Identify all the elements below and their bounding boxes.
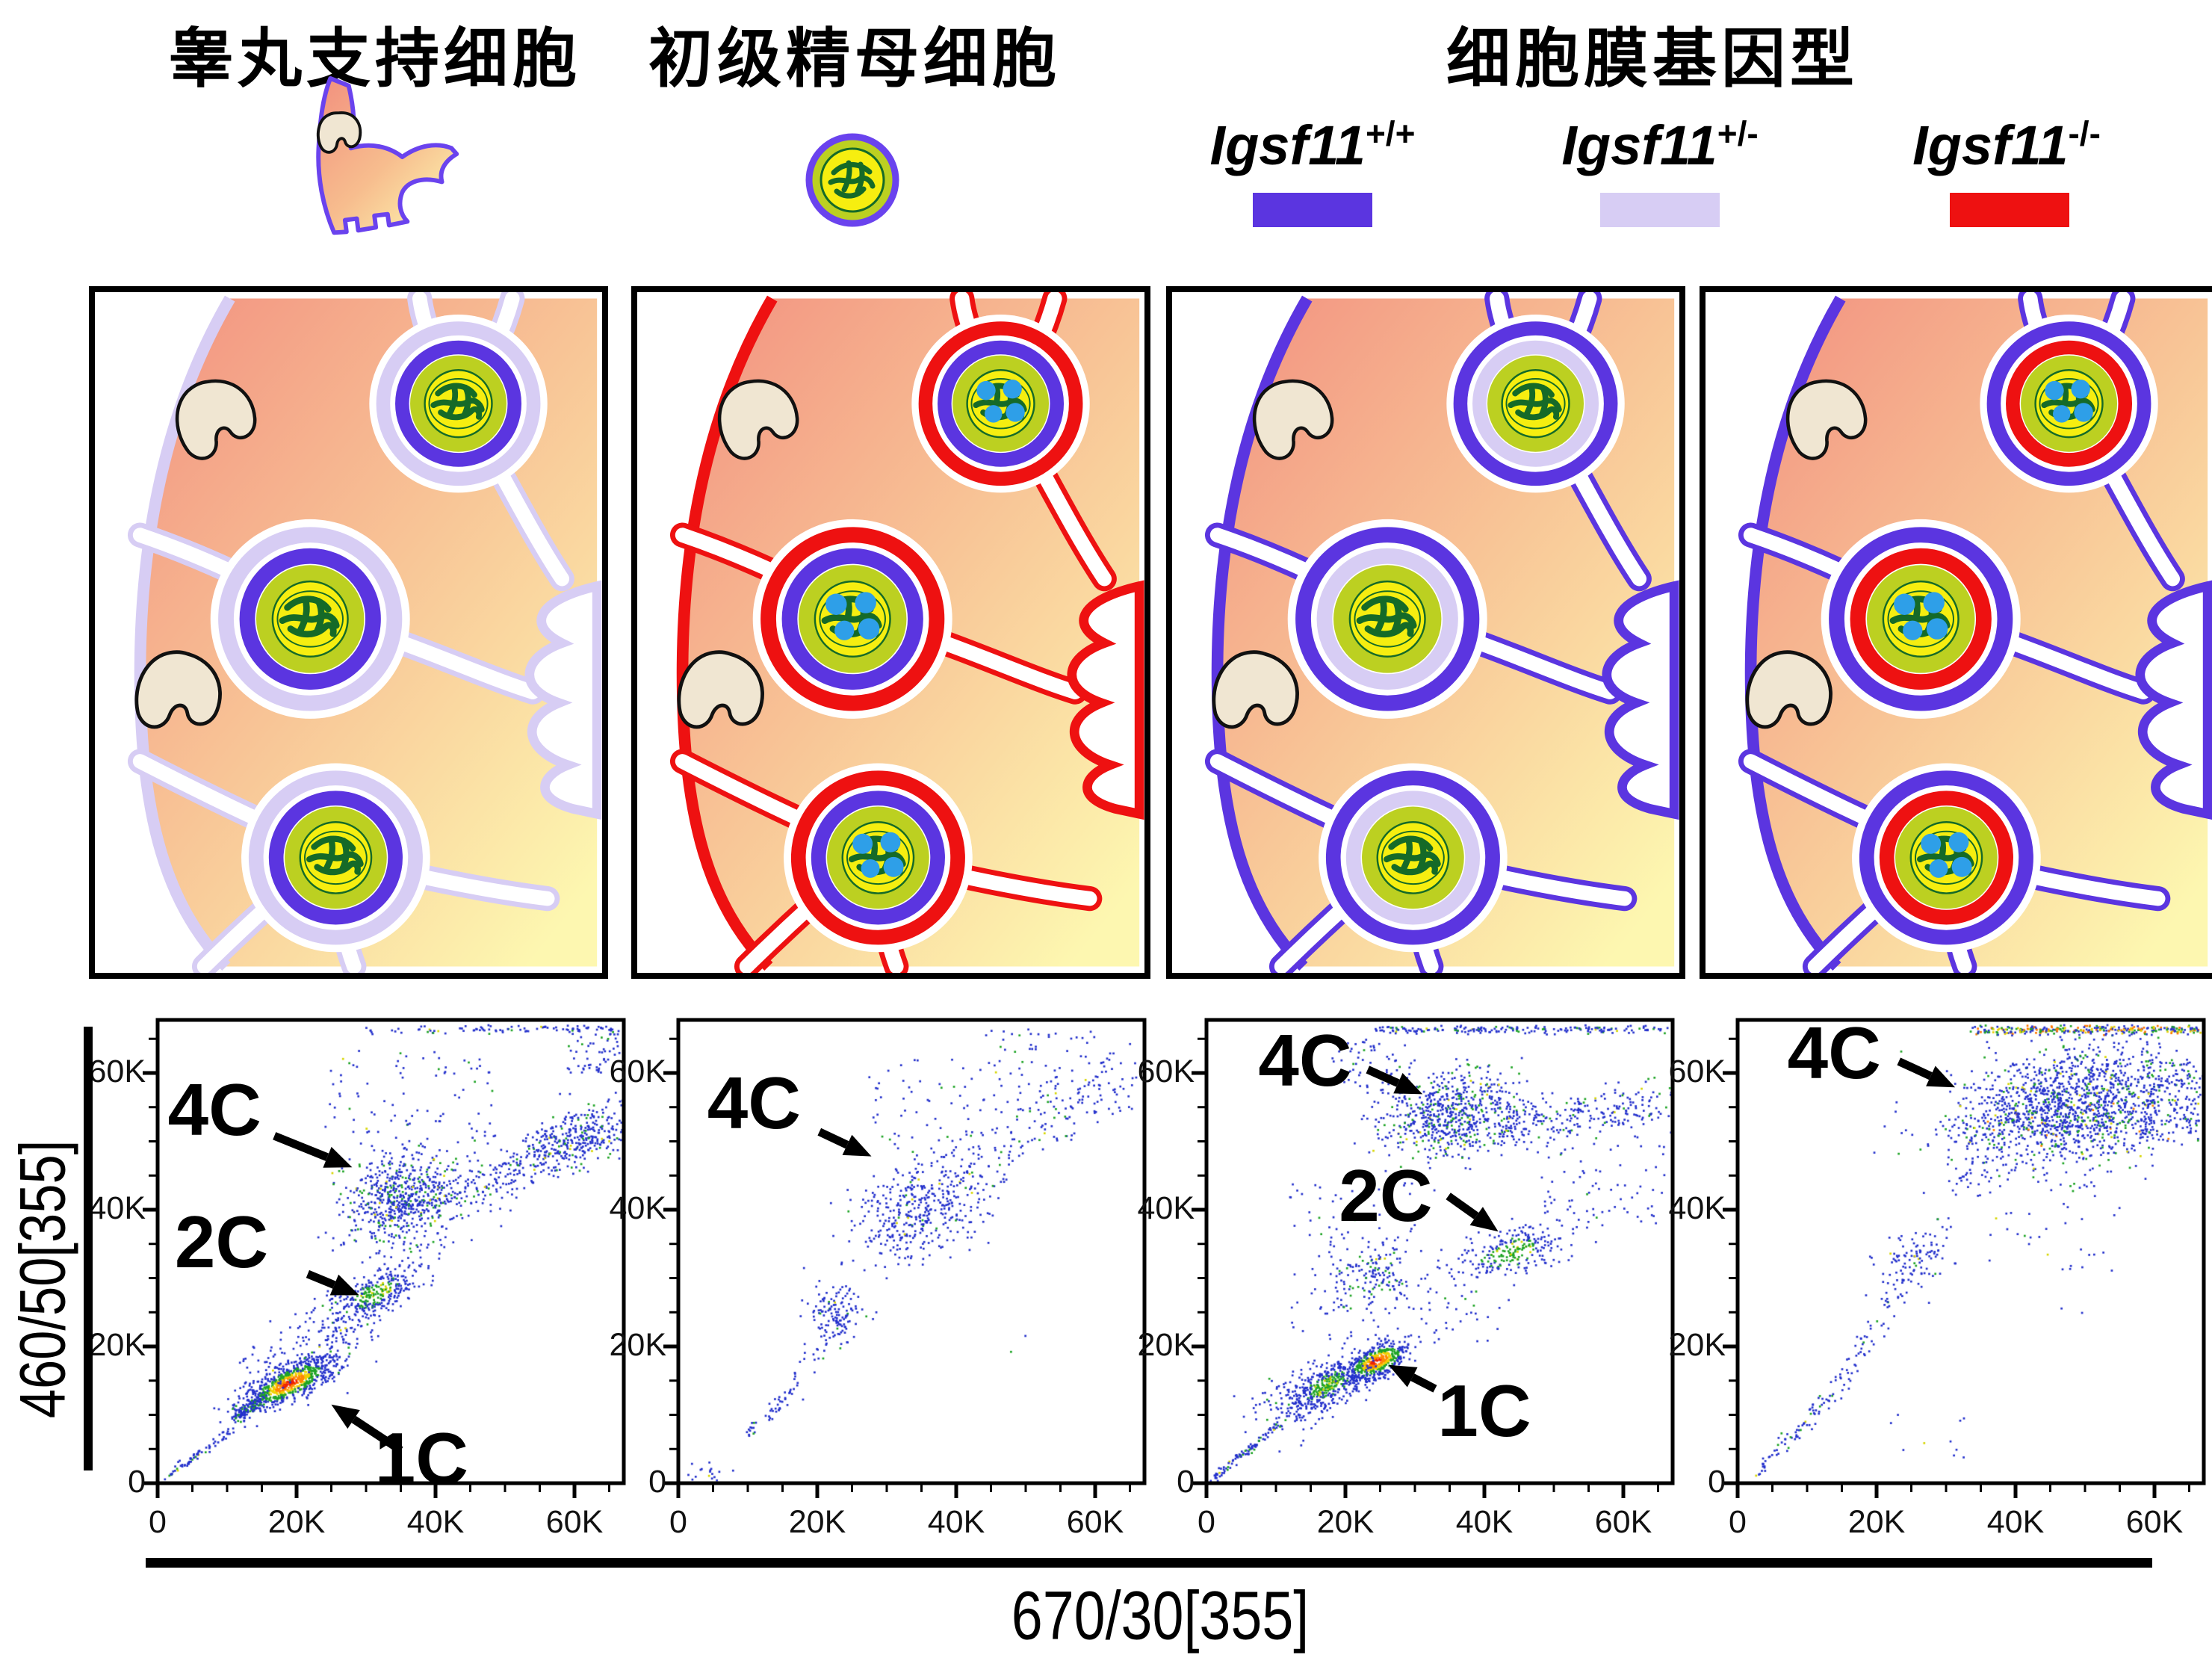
membrane-genotype-title: 细胞膜基因型 (1446, 23, 1859, 95)
plot-frame (1723, 1018, 2206, 1498)
spermatocyte (1287, 519, 1487, 719)
spermatocyte (369, 315, 548, 493)
x-tick-label: 0 (669, 1504, 687, 1540)
y-tick-label: 60K (1668, 1054, 1726, 1089)
x-axis-bar (146, 1558, 2152, 1568)
y-tick-label: 40K (88, 1190, 146, 1226)
sertoli-cell-icon (265, 75, 498, 244)
genotype-base: Igsf11 (1209, 114, 1366, 176)
genotype-sup: +/+ (1365, 114, 1416, 153)
y-axis-label: 460/50[355] (7, 1139, 79, 1419)
scatter-canvas (1738, 1020, 2204, 1483)
x-tick-label: 0 (1729, 1504, 1747, 1540)
genotype-sup: +/- (1717, 114, 1759, 153)
y-tick-label: 20K (1668, 1327, 1726, 1363)
x-tick-label: 0 (1198, 1504, 1215, 1540)
x-tick-label: 20K (1316, 1504, 1375, 1540)
y-tick-label: 20K (609, 1327, 666, 1363)
ploidy-annotation-4c: 4C (707, 1062, 801, 1145)
y-tick-label: 60K (1137, 1054, 1195, 1089)
y-tick-label: 0 (1177, 1464, 1195, 1500)
ploidy-annotation-4c: 4C (1258, 1018, 1352, 1101)
seminiferous-panel-2 (631, 286, 1150, 979)
seminiferous-panel-4 (1700, 286, 2212, 979)
x-tick-label: 40K (927, 1504, 985, 1540)
spermatocyte (1446, 315, 1625, 493)
spermatocyte (1821, 519, 2021, 719)
scatter-canvas (158, 1020, 624, 1483)
flow-plot-2: 0 0 20K 20K 40K 40K 60K 60K 4C (609, 1018, 1147, 1540)
primary-spermatocyte-title: 初级精母细胞 (648, 23, 1061, 95)
y-tick-label: 0 (128, 1464, 146, 1500)
y-tick-label: 0 (1708, 1464, 1726, 1500)
y-tick-label: 40K (1137, 1190, 1195, 1226)
genotype-label-het: Igsf11+/- (1561, 114, 1758, 177)
x-tick-label: 60K (2125, 1504, 2184, 1540)
ploidy-annotation-4c: 4C (1787, 1011, 1881, 1094)
ploidy-annotation-1c: 1C (1437, 1370, 1531, 1452)
spermatocyte (1852, 763, 2041, 953)
x-tick-label: 40K (1455, 1504, 1514, 1540)
x-axis-label: 670/30[355] (1011, 1577, 1310, 1654)
plot-frame (663, 1018, 1147, 1498)
y-tick-label: 60K (609, 1054, 666, 1089)
x-tick-label: 40K (1986, 1504, 2045, 1540)
y-tick-label: 20K (88, 1327, 146, 1363)
genotype-sup: -/- (2068, 114, 2101, 153)
plot-frame (143, 1018, 626, 1498)
ploidy-annotation-1c: 1C (374, 1417, 469, 1500)
sertoli-cell-title: 睾丸支持细胞 (169, 23, 581, 95)
spermatocyte (1319, 763, 1508, 953)
genotype-base: Igsf11 (1561, 114, 1717, 176)
x-tick-label: 0 (149, 1504, 167, 1540)
genotype-swatch-ko (1950, 193, 2069, 227)
y-tick-label: 60K (88, 1054, 146, 1089)
spermatocyte (210, 519, 410, 719)
spermatocyte (784, 763, 973, 953)
plot-frame (1192, 1018, 1675, 1498)
x-tick-label: 60K (1594, 1504, 1652, 1540)
x-tick-label: 20K (1847, 1504, 1906, 1540)
seminiferous-panel-3 (1166, 286, 1685, 979)
y-tick-label: 40K (609, 1190, 666, 1226)
spermatocyte-icon (804, 132, 901, 229)
scatter-canvas (678, 1020, 1144, 1483)
spermatocyte (241, 763, 430, 953)
spermatocyte (1980, 315, 2158, 493)
x-tick-label: 20K (788, 1504, 846, 1540)
genotype-swatch-wt (1253, 193, 1372, 227)
y-tick-label: 0 (648, 1464, 666, 1500)
spermatocyte (911, 315, 1090, 493)
ploidy-annotation-2c: 2C (174, 1201, 269, 1283)
flow-plot-1: 0 0 20K 20K 40K 40K 60K 60K 4C 2C 1C (88, 1018, 626, 1540)
flow-plot-4: 0 0 20K 20K 40K 40K 60K 60K 4C (1668, 1016, 2206, 1540)
x-tick-label: 60K (545, 1504, 604, 1540)
seminiferous-panel-1 (89, 286, 608, 979)
genotype-base: Igsf11 (1912, 114, 2069, 176)
x-tick-label: 60K (1066, 1504, 1124, 1540)
x-tick-label: 40K (406, 1504, 465, 1540)
y-tick-label: 20K (1137, 1327, 1195, 1363)
x-tick-label: 20K (267, 1504, 326, 1540)
genotype-label-wt: Igsf11+/+ (1210, 114, 1416, 177)
spermatocyte (752, 519, 952, 719)
flow-plot-3: 0 0 20K 20K 40K 40K 60K 60K 4C 2C 1C (1137, 1018, 1675, 1540)
ploidy-annotation-2c: 2C (1339, 1154, 1433, 1237)
genotype-swatch-het (1600, 193, 1720, 227)
y-axis-bar (84, 1027, 93, 1470)
scatter-canvas (1206, 1020, 1673, 1483)
genotype-label-ko: Igsf11-/- (1912, 114, 2101, 177)
y-tick-label: 40K (1668, 1190, 1726, 1226)
ploidy-annotation-4c: 4C (167, 1068, 261, 1151)
